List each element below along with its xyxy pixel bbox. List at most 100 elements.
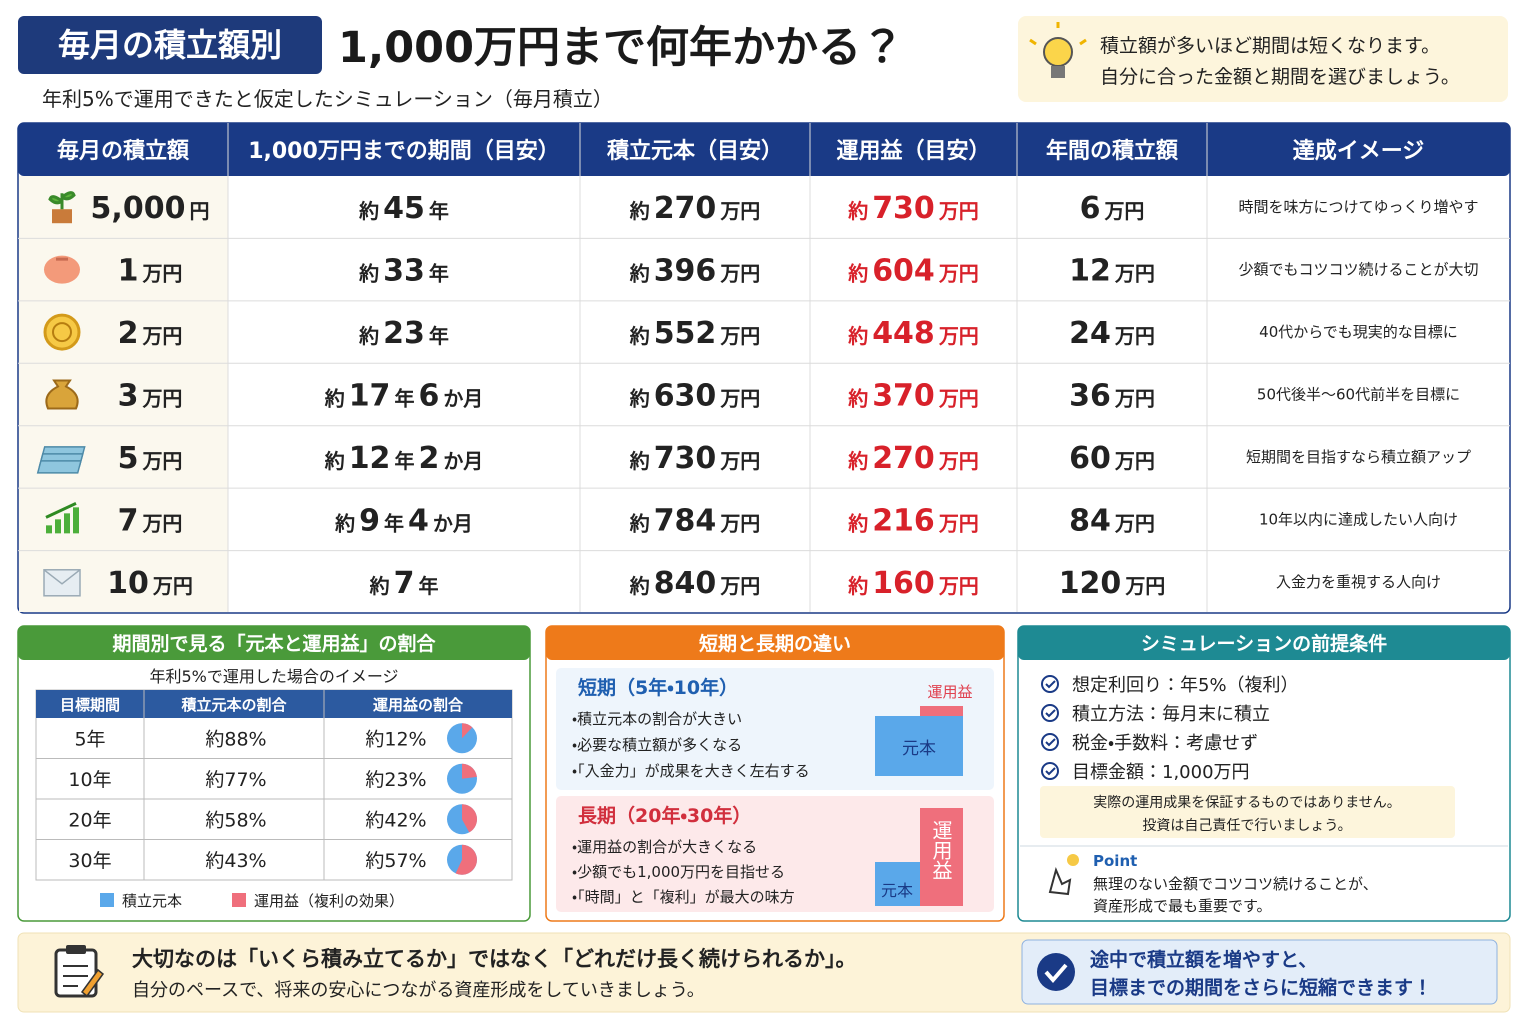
- cell-unit: 約: [358, 199, 379, 223]
- cell-unit: 年: [429, 262, 449, 286]
- icon: [43, 313, 81, 351]
- table-cell: 約 160 万円: [847, 566, 979, 601]
- icon: [45, 501, 77, 519]
- cell-unit: 万円: [719, 324, 760, 348]
- long-bullet: ・運用益の割合が大きくなる: [572, 838, 757, 856]
- cell-unit: 万円: [938, 387, 979, 411]
- cell-unit: 約: [847, 511, 868, 535]
- icon: [48, 191, 76, 210]
- cell-unit: 万円: [938, 511, 979, 535]
- callout-box: [1021, 939, 1498, 1005]
- table-cell: 24 万円: [1069, 316, 1155, 351]
- footer-sub: 自分のペースで、将来の安心につながる資産形成をしていきましょう。: [132, 980, 705, 1001]
- table-cell: 約 840 万円: [629, 566, 761, 601]
- table-cell: 120 万円: [1059, 566, 1166, 601]
- table-note: 40代からでも現実的な目標に: [1259, 323, 1458, 341]
- condition-item: 積立方法：毎月末に積立: [1072, 704, 1270, 725]
- table-cell: 約 784 万円: [629, 503, 761, 538]
- table: 毎月の積立額 1,000万円までの期間（目安） 積立元本（目安） 運用益（目安） 年間の…: [18, 123, 1510, 612]
- cell-unit: 約: [847, 387, 868, 411]
- icon: [73, 507, 79, 534]
- conditions-panel-title: シミュレーションの前提条件: [1141, 632, 1387, 655]
- table-frame: [17, 122, 1511, 614]
- cell-unit: 年: [418, 574, 438, 598]
- cell-number: 270: [872, 441, 935, 476]
- table-cell: 2 万円: [118, 316, 183, 351]
- ratio-principal: 約88%: [205, 728, 266, 750]
- cell-number: 840: [654, 566, 717, 601]
- cell-number: 270: [654, 191, 717, 226]
- table-cell: 7 万円: [118, 503, 183, 538]
- table-header-cell: 積立元本（目安）: [607, 138, 783, 164]
- compare-panel-header: [546, 626, 1004, 660]
- row-icon: [45, 501, 79, 534]
- ratio-panel-subtitle: 年利5%で運用した場合のイメージ: [149, 667, 398, 686]
- badge-text: 毎月の積立額別: [58, 26, 282, 64]
- condition-item: 想定利回り：年5%（複利）: [1072, 675, 1299, 696]
- pie-gain-wedge: [462, 763, 477, 779]
- cell-number: 2: [418, 441, 439, 476]
- cell-unit: 万円: [719, 511, 760, 535]
- cell-unit: 万円: [1124, 574, 1165, 598]
- ratio-header-cell: 目標期間: [60, 696, 120, 714]
- cell-number: 1: [118, 254, 139, 289]
- icon: [64, 513, 70, 534]
- cell-unit: 円: [189, 199, 209, 223]
- short-gain-label: 運用益: [927, 683, 972, 701]
- check-mark: [1045, 709, 1056, 718]
- table-cell: 36 万円: [1069, 379, 1155, 414]
- table-cell: 約 630 万円: [629, 379, 761, 414]
- row-icon: [43, 313, 81, 351]
- ratio-principal: 約58%: [205, 809, 266, 831]
- cell-number: 730: [654, 441, 717, 476]
- table-cell: 約 270 万円: [629, 191, 761, 226]
- condition-item: 税金・手数料：考慮せず: [1072, 733, 1258, 754]
- table-cell: 約 448 万円: [847, 316, 979, 351]
- ratio-table-frame: [35, 689, 513, 881]
- table-cell: 約 23 年: [358, 316, 449, 351]
- table-cell: 3 万円: [118, 379, 183, 414]
- ratio-gain: 約42%: [365, 809, 426, 831]
- short-heading: 短期（5年・10年）: [578, 676, 738, 699]
- cell-unit: 年: [384, 511, 404, 535]
- cell-unit: 万円: [938, 574, 979, 598]
- short-bullet: ・積立元本の割合が大きい: [572, 710, 742, 728]
- table-cell: 約 730 万円: [847, 191, 979, 226]
- icon: [52, 209, 72, 224]
- table-cell: 5 万円: [118, 441, 183, 476]
- cell-unit: 万円: [1114, 449, 1155, 473]
- row-icon: [36, 446, 86, 474]
- cell-number: 5: [118, 441, 139, 476]
- table-note: 入金力を重視する人向け: [1276, 573, 1441, 591]
- cell-number: 3: [118, 379, 139, 414]
- cell-unit: 万円: [152, 574, 193, 598]
- short-bullet: ・「入金力」が成果を大きく左右する: [572, 762, 810, 780]
- icon: [36, 460, 82, 474]
- table-header-cell: 年間の積立額: [1046, 138, 1179, 164]
- table-cell: 約 552 万円: [629, 316, 761, 351]
- ratio-principal: 約77%: [205, 769, 266, 791]
- legend-swatch: [232, 893, 246, 907]
- check-icon: [1041, 704, 1059, 722]
- cell-unit: 万円: [1114, 324, 1155, 348]
- check-icon: [1041, 762, 1059, 780]
- cell-number: 84: [1069, 503, 1111, 538]
- cell-number: 24: [1069, 316, 1111, 351]
- cell-number: 33: [383, 254, 425, 289]
- short-principal-block: [875, 716, 963, 776]
- table-cell: 約 396 万円: [629, 254, 761, 289]
- table-header-cell: 1,000万円までの期間（目安）: [248, 138, 560, 164]
- table-cell: 12 万円: [1069, 254, 1155, 289]
- badge: [18, 16, 322, 74]
- cell-number: 2: [118, 316, 139, 351]
- long-bullet: ・「時間」と「複利」が最大の味方: [572, 888, 795, 906]
- conditions-list: 想定利回り：年5%（複利） 積立方法：毎月末に積立税金・手数料：考慮せず目標金額：…: [1041, 675, 1299, 783]
- cell-unit: 万円: [719, 449, 760, 473]
- table-note: 時間を味方につけてゆっくり増やす: [1238, 198, 1478, 216]
- cell-unit: 約: [847, 199, 868, 223]
- ratio-period: 20年: [68, 809, 111, 831]
- cell-unit: 万円: [141, 449, 182, 473]
